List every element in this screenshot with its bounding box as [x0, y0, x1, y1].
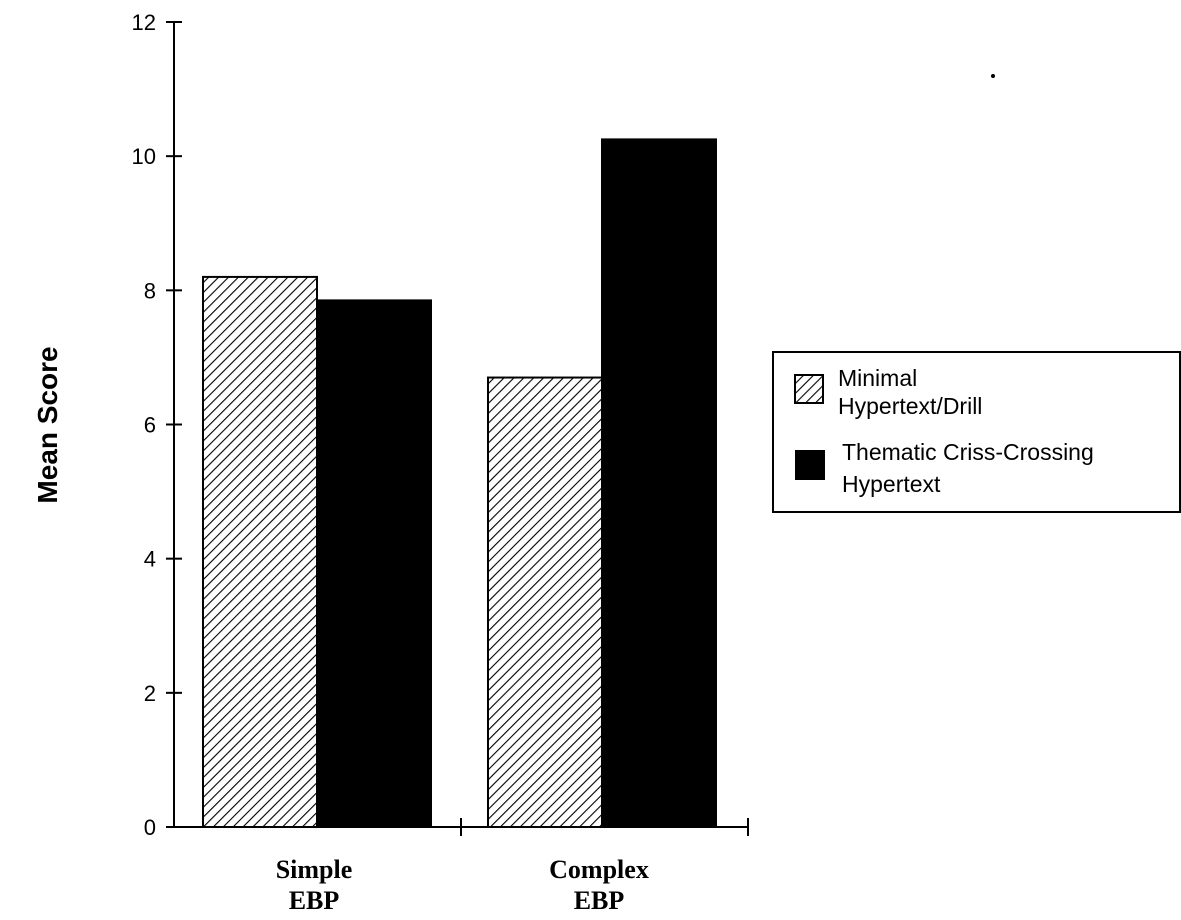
y-tick-label-2: 4 — [144, 547, 156, 572]
category-label-1-line-2: EBP — [289, 886, 340, 915]
speck — [991, 74, 995, 78]
category-label-1-line-1: Simple — [276, 855, 353, 884]
y-tick-label-1: 2 — [144, 681, 156, 706]
legend-label-series-2-line-1: Thematic Criss-Crossing — [842, 439, 1094, 465]
y-tick-label-3: 6 — [144, 413, 156, 438]
bars-group — [202, 138, 717, 829]
y-axis-label: Mean Score — [32, 346, 63, 503]
legend-swatch-solid — [795, 450, 825, 480]
legend-swatch-hatched — [794, 374, 824, 404]
legend: Minimal Hypertext/Drill Thematic Criss-C… — [772, 351, 1181, 513]
bar-1-series-1 — [202, 275, 318, 828]
legend-label-series-1-line-1: Minimal — [838, 365, 917, 391]
category-label-2-line-1: Complex — [549, 855, 649, 884]
legend-label-series-2-line-2: Hypertext — [842, 471, 941, 497]
bar-2-series-1 — [487, 376, 603, 828]
y-tick-label-0: 0 — [144, 815, 156, 840]
bar-1-series-2 — [316, 299, 432, 829]
legend-label-series-1-line-2: Hypertext/Drill — [838, 393, 982, 419]
y-tick-label-4: 8 — [144, 278, 156, 303]
category-label-2-line-2: EBP — [574, 886, 625, 915]
y-tick-label-5: 10 — [132, 144, 156, 169]
y-tick-label-6: 12 — [132, 10, 156, 35]
bar-2-series-2 — [601, 138, 717, 829]
legend-box — [772, 351, 1181, 513]
